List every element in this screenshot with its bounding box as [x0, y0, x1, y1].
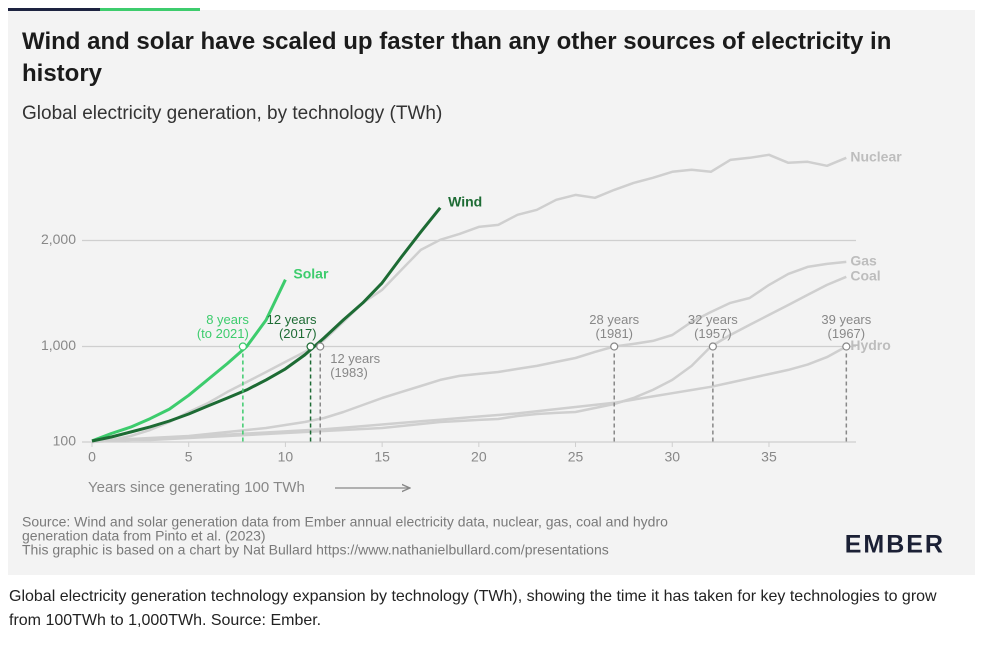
series-label: Coal [850, 268, 880, 284]
series-label: Solar [293, 265, 329, 281]
logo: EMBER [845, 531, 945, 559]
annotation-point [708, 342, 717, 351]
annotation-point [842, 342, 851, 351]
annotation-point [238, 342, 247, 351]
annotation-point [316, 342, 325, 351]
annotation-sublabel: (1983) [330, 365, 368, 380]
annotation-sublabel: (to 2021) [197, 326, 249, 341]
annotation-label: 32 years [688, 312, 738, 327]
annotation-label: 12 years [330, 351, 380, 366]
accent-bar [100, 8, 200, 11]
accent-bar [8, 8, 100, 11]
annotation-sublabel: (1981) [595, 326, 633, 341]
series-label: Hydro [850, 337, 890, 353]
annotation-sublabel: (1967) [828, 326, 866, 341]
annotation-point [306, 342, 315, 351]
x-tick-label: 30 [664, 449, 680, 465]
series-label: Nuclear [850, 149, 902, 165]
annotation-label: 12 years [267, 312, 317, 327]
series-line [92, 275, 847, 443]
y-tick-label: 2,000 [41, 231, 76, 247]
chart-title: Wind and solar have scaled up faster tha… [22, 28, 892, 87]
annotation-label: 28 years [589, 312, 639, 327]
annotation-sublabel: (2017) [279, 326, 317, 341]
x-tick-label: 15 [374, 449, 390, 465]
caption: Global electricity generation technology… [9, 588, 937, 629]
source-text: Source: Wind and solar generation data f… [22, 514, 668, 530]
x-tick-label: 25 [568, 449, 584, 465]
series-line [91, 279, 287, 443]
annotation-sublabel: (1957) [694, 326, 732, 341]
source-text: This graphic is based on a chart by Nat … [22, 542, 609, 558]
series-line [91, 206, 442, 443]
annotation-label: 8 years [206, 312, 249, 327]
annotation-label: 39 years [821, 312, 871, 327]
series-label: Wind [448, 193, 482, 209]
x-tick-label: 10 [278, 449, 294, 465]
x-tick-label: 35 [761, 449, 777, 465]
y-tick-label: 100 [53, 433, 77, 449]
series-line [91, 260, 847, 443]
x-tick-label: 20 [471, 449, 487, 465]
series-label: Gas [850, 253, 877, 269]
x-tick-label: 0 [88, 449, 96, 465]
x-axis-label: Years since generating 100 TWh [88, 479, 305, 496]
y-tick-label: 1,000 [41, 337, 76, 353]
source-text: generation data from Pinto et al. (2023) [22, 528, 266, 544]
x-tick-label: 5 [185, 449, 193, 465]
series-line [91, 153, 847, 444]
annotation-point [610, 342, 619, 351]
chart-subtitle: Global electricity generation, by techno… [22, 103, 443, 124]
series-line [91, 345, 847, 444]
